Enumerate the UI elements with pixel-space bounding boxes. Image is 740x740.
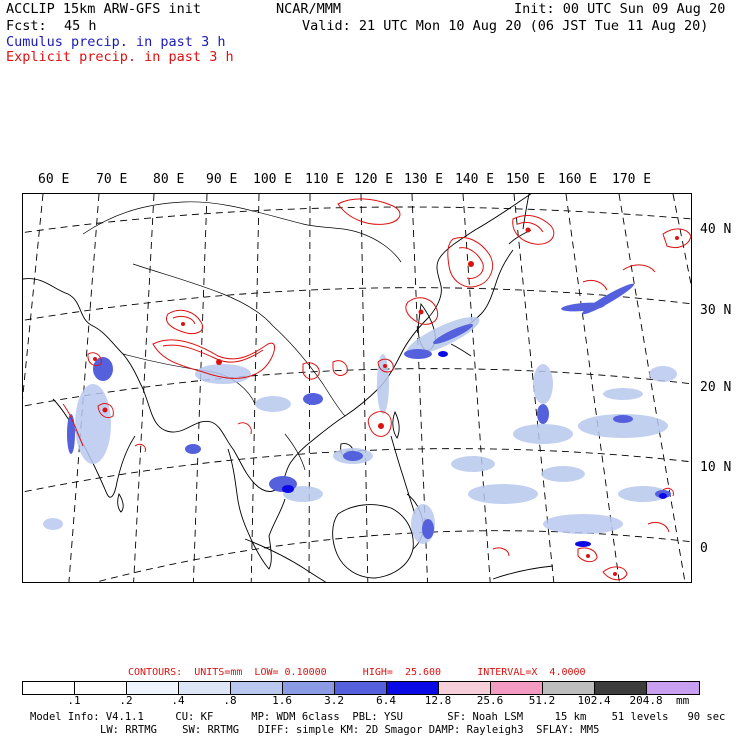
colorbar-swatch	[231, 682, 283, 694]
lon-label: 150 E	[506, 172, 546, 187]
colorbar-swatch	[647, 682, 699, 694]
precip-colorbar	[22, 681, 700, 695]
colorbar-tick-label: 6.4	[376, 694, 396, 707]
lon-label: 90 E	[206, 172, 238, 187]
colorbar-tick-label: 102.4	[577, 694, 611, 707]
forecast-hour: 45 h	[64, 18, 97, 34]
contour-info: CONTOURS: UNITS=mm LOW= 0.10000 HIGH= 25…	[128, 667, 586, 678]
colorbar-swatch	[283, 682, 335, 694]
lon-label: 80 E	[153, 172, 185, 187]
forecast-label: Fcst:	[6, 18, 47, 34]
colorbar-units: mm	[676, 694, 690, 707]
colorbar-swatch	[179, 682, 231, 694]
lon-label: 110 E	[305, 172, 345, 187]
colorbar-tick-label: 1.6	[272, 694, 292, 707]
colorbar-swatch	[75, 682, 127, 694]
colorbar-swatch	[543, 682, 595, 694]
colorbar-tick-label: 12.8	[424, 694, 452, 707]
model-title: ACCLIP 15km ARW-GFS init	[6, 1, 202, 17]
init-time: Init: 00 UTC Sun 09 Aug 20	[514, 1, 726, 17]
lon-label: 140 E	[455, 172, 495, 187]
colorbar-tick-label: .1	[67, 694, 81, 707]
lon-label: 130 E	[404, 172, 444, 187]
colorbar-tick-label: 3.2	[324, 694, 344, 707]
lat-label: 30 N	[700, 303, 732, 318]
precip-map	[22, 193, 692, 583]
lat-label: 40 N	[700, 222, 732, 237]
valid-time: Valid: 21 UTC Mon 10 Aug 20 (06 JST Tue …	[302, 18, 709, 34]
lat-label: 0	[700, 541, 708, 556]
center-label: NCAR/MMM	[276, 1, 342, 17]
colorbar-tick-label: .2	[119, 694, 133, 707]
model-info-line1: Model Info: V4.1.1 CU: KF MP: WDM 6class…	[30, 711, 726, 723]
explicit-precip-contours	[62, 198, 691, 581]
colorbar-tick-label: 25.6	[476, 694, 504, 707]
cumulus-precip-title: Cumulus precip. in past 3 h	[6, 34, 226, 50]
lon-label: 70 E	[96, 172, 128, 187]
lon-label: 60 E	[38, 172, 70, 187]
cumulus-precip	[43, 283, 677, 547]
explicit-precip-title: Explicit precip. in past 3 h	[6, 49, 234, 65]
lon-label: 160 E	[558, 172, 598, 187]
lat-label: 10 N	[700, 460, 732, 475]
lat-label: 20 N	[700, 380, 732, 395]
lon-label: 170 E	[612, 172, 652, 187]
colorbar-tick-label: 51.2	[528, 694, 556, 707]
colorbar-tick-label: .8	[223, 694, 237, 707]
coastlines	[23, 194, 554, 582]
colorbar-swatch	[595, 682, 647, 694]
colorbar-swatch	[23, 682, 75, 694]
colorbar-swatch	[491, 682, 543, 694]
lon-label: 120 E	[354, 172, 394, 187]
colorbar-swatch	[127, 682, 179, 694]
colorbar-tick-label: .4	[171, 694, 185, 707]
colorbar-swatch	[387, 682, 439, 694]
colorbar-swatch	[335, 682, 387, 694]
map-canvas	[23, 194, 691, 582]
explicit-precip-cores	[93, 227, 679, 576]
model-info-line2: LW: RRTMG SW: RRTMG DIFF: simple KM: 2D …	[100, 724, 600, 736]
lon-label: 100 E	[253, 172, 293, 187]
colorbar-swatch	[439, 682, 491, 694]
colorbar-tick-label: 204.8	[629, 694, 663, 707]
